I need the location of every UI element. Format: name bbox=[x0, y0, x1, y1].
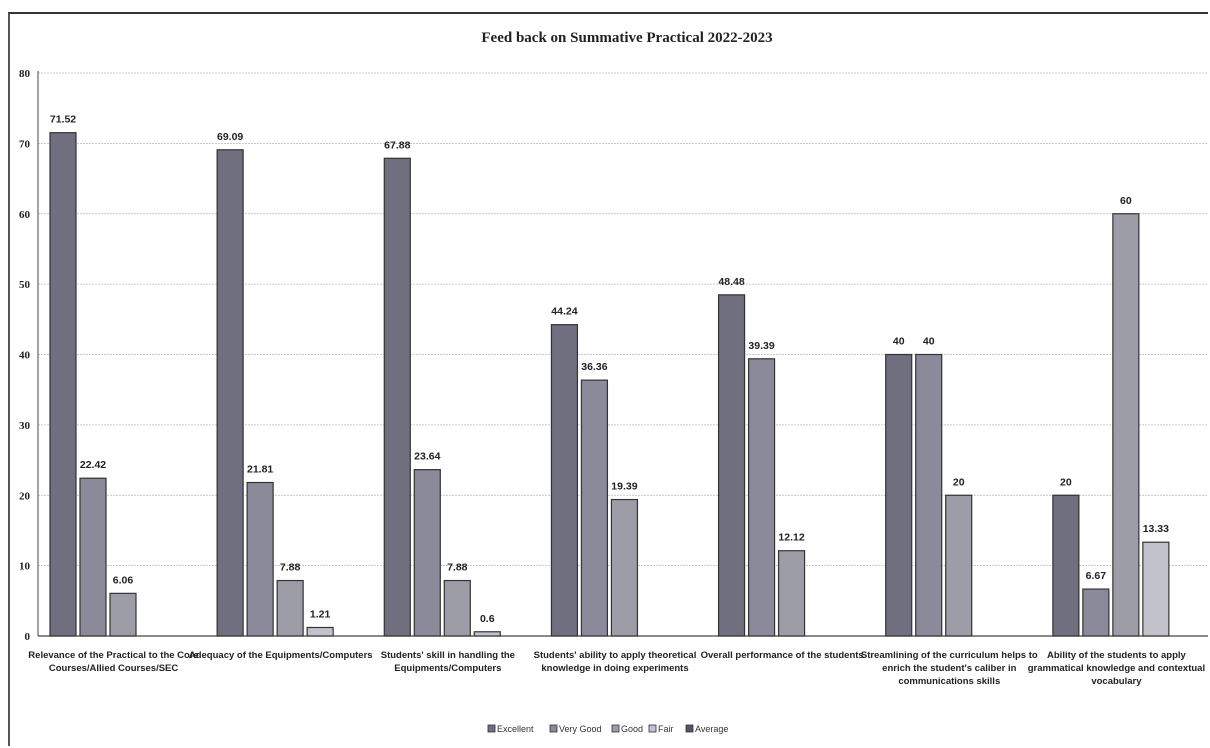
category-label: knowledge in doing experiments bbox=[541, 663, 688, 674]
data-label: 40 bbox=[893, 336, 905, 348]
legend-swatch bbox=[549, 724, 558, 733]
data-label: 21.81 bbox=[247, 464, 273, 476]
data-label: 7.88 bbox=[280, 562, 301, 574]
bar-very-good bbox=[747, 358, 776, 637]
bar-good bbox=[945, 494, 973, 637]
y-tick-label: 40 bbox=[19, 350, 31, 362]
legend-swatch bbox=[487, 724, 496, 733]
bar-excellent bbox=[717, 294, 746, 637]
chart-title: Feed back on Summative Practical 2022-20… bbox=[481, 30, 772, 46]
data-label: 19.39 bbox=[611, 481, 637, 493]
category-label: Adequacy of the Equipments/Computers bbox=[189, 650, 373, 661]
bar-very-good bbox=[580, 379, 609, 637]
category-label: grammatical knowledge and contextual bbox=[1028, 663, 1205, 674]
category-label: Courses/Allied Courses/SEC bbox=[49, 663, 178, 674]
legend-label: Good bbox=[621, 724, 643, 734]
bar-excellent bbox=[885, 353, 913, 637]
legend: Excellent Very Good Good Fair Average bbox=[487, 724, 728, 734]
category-label: Ability of the students to apply bbox=[1047, 650, 1187, 661]
data-label: 20 bbox=[953, 476, 965, 488]
data-label: 22.42 bbox=[80, 459, 106, 471]
category-label: Streamlining of the curriculum helps to bbox=[861, 650, 1038, 661]
data-label: 67.88 bbox=[384, 139, 410, 151]
y-tick-label: 30 bbox=[19, 420, 31, 432]
bars bbox=[49, 132, 1170, 637]
bar-fair bbox=[306, 626, 334, 637]
legend-swatch bbox=[611, 724, 620, 733]
y-tick-label: 60 bbox=[19, 209, 31, 221]
category-label: Equipments/Computers bbox=[394, 663, 501, 674]
category-label: communications skills bbox=[898, 676, 1000, 687]
y-tick-label: 10 bbox=[19, 561, 31, 573]
data-label: 39.39 bbox=[748, 340, 774, 352]
bar-good bbox=[610, 498, 639, 637]
category-label: vocabulary bbox=[1091, 676, 1142, 687]
data-label: 0.6 bbox=[480, 613, 495, 625]
bar-excellent bbox=[49, 132, 77, 637]
legend-label: Very Good bbox=[559, 724, 602, 734]
data-label: 71.52 bbox=[50, 114, 76, 126]
bar-good bbox=[1112, 213, 1140, 637]
bar-very-good bbox=[413, 469, 441, 637]
bar-chart: Feed back on Summative Practical 2022-20… bbox=[19, 30, 1208, 734]
bar-excellent bbox=[383, 157, 411, 637]
legend-label: Excellent bbox=[497, 724, 534, 734]
y-tick-label: 50 bbox=[19, 279, 31, 291]
bar-very-good bbox=[79, 477, 107, 637]
bar-excellent bbox=[1052, 494, 1080, 637]
bar-very-good bbox=[915, 353, 943, 637]
data-label: 40 bbox=[923, 336, 935, 348]
data-label: 20 bbox=[1060, 476, 1072, 488]
category-label: Students' skill in handling the bbox=[381, 650, 515, 661]
bar-fair bbox=[1142, 541, 1170, 637]
category-labels: Relevance of the Practical to the Core Co… bbox=[28, 650, 1205, 687]
data-label: 23.64 bbox=[414, 451, 440, 463]
data-label: 69.09 bbox=[217, 131, 243, 143]
category-label: Relevance of the Practical to the Core bbox=[28, 650, 199, 661]
bar-very-good bbox=[1082, 588, 1110, 637]
legend-label: Fair bbox=[658, 724, 674, 734]
legend-swatch bbox=[685, 724, 694, 733]
bar-excellent bbox=[216, 149, 244, 637]
data-label: 60 bbox=[1120, 195, 1132, 207]
bar-fair bbox=[473, 631, 501, 637]
bar-good bbox=[443, 579, 471, 637]
data-label: 1.21 bbox=[310, 608, 331, 620]
y-tick-label: 70 bbox=[19, 138, 31, 150]
category-label: Students' ability to apply theoretical bbox=[534, 650, 697, 661]
bar-very-good bbox=[246, 481, 274, 637]
y-tick-label: 80 bbox=[19, 68, 31, 80]
chart-frame: Feed back on Summative Practical 2022-20… bbox=[8, 12, 1208, 746]
category-label: Overall performance of the students bbox=[701, 650, 864, 661]
data-labels: 71.52 22.42 6.06 69.09 21.81 7.88 1.21 67.88 23.… bbox=[50, 114, 1169, 625]
data-label: 7.88 bbox=[447, 562, 468, 574]
bar-good bbox=[777, 550, 806, 637]
bar-good bbox=[276, 579, 304, 637]
category-label: enrich the student's caliber in bbox=[882, 663, 1016, 674]
data-label: 12.12 bbox=[778, 532, 804, 544]
legend-swatch bbox=[648, 724, 657, 733]
legend-label: Average bbox=[695, 724, 728, 734]
bar-good bbox=[109, 592, 137, 637]
data-label: 36.36 bbox=[581, 361, 607, 373]
data-label: 6.67 bbox=[1086, 570, 1107, 582]
y-tick-label: 20 bbox=[19, 490, 31, 502]
data-label: 13.33 bbox=[1143, 523, 1169, 535]
data-label: 6.06 bbox=[113, 574, 134, 586]
data-label: 44.24 bbox=[551, 306, 577, 318]
bar-excellent bbox=[550, 324, 579, 637]
y-tick-label: 0 bbox=[25, 631, 31, 643]
data-label: 48.48 bbox=[718, 276, 744, 288]
